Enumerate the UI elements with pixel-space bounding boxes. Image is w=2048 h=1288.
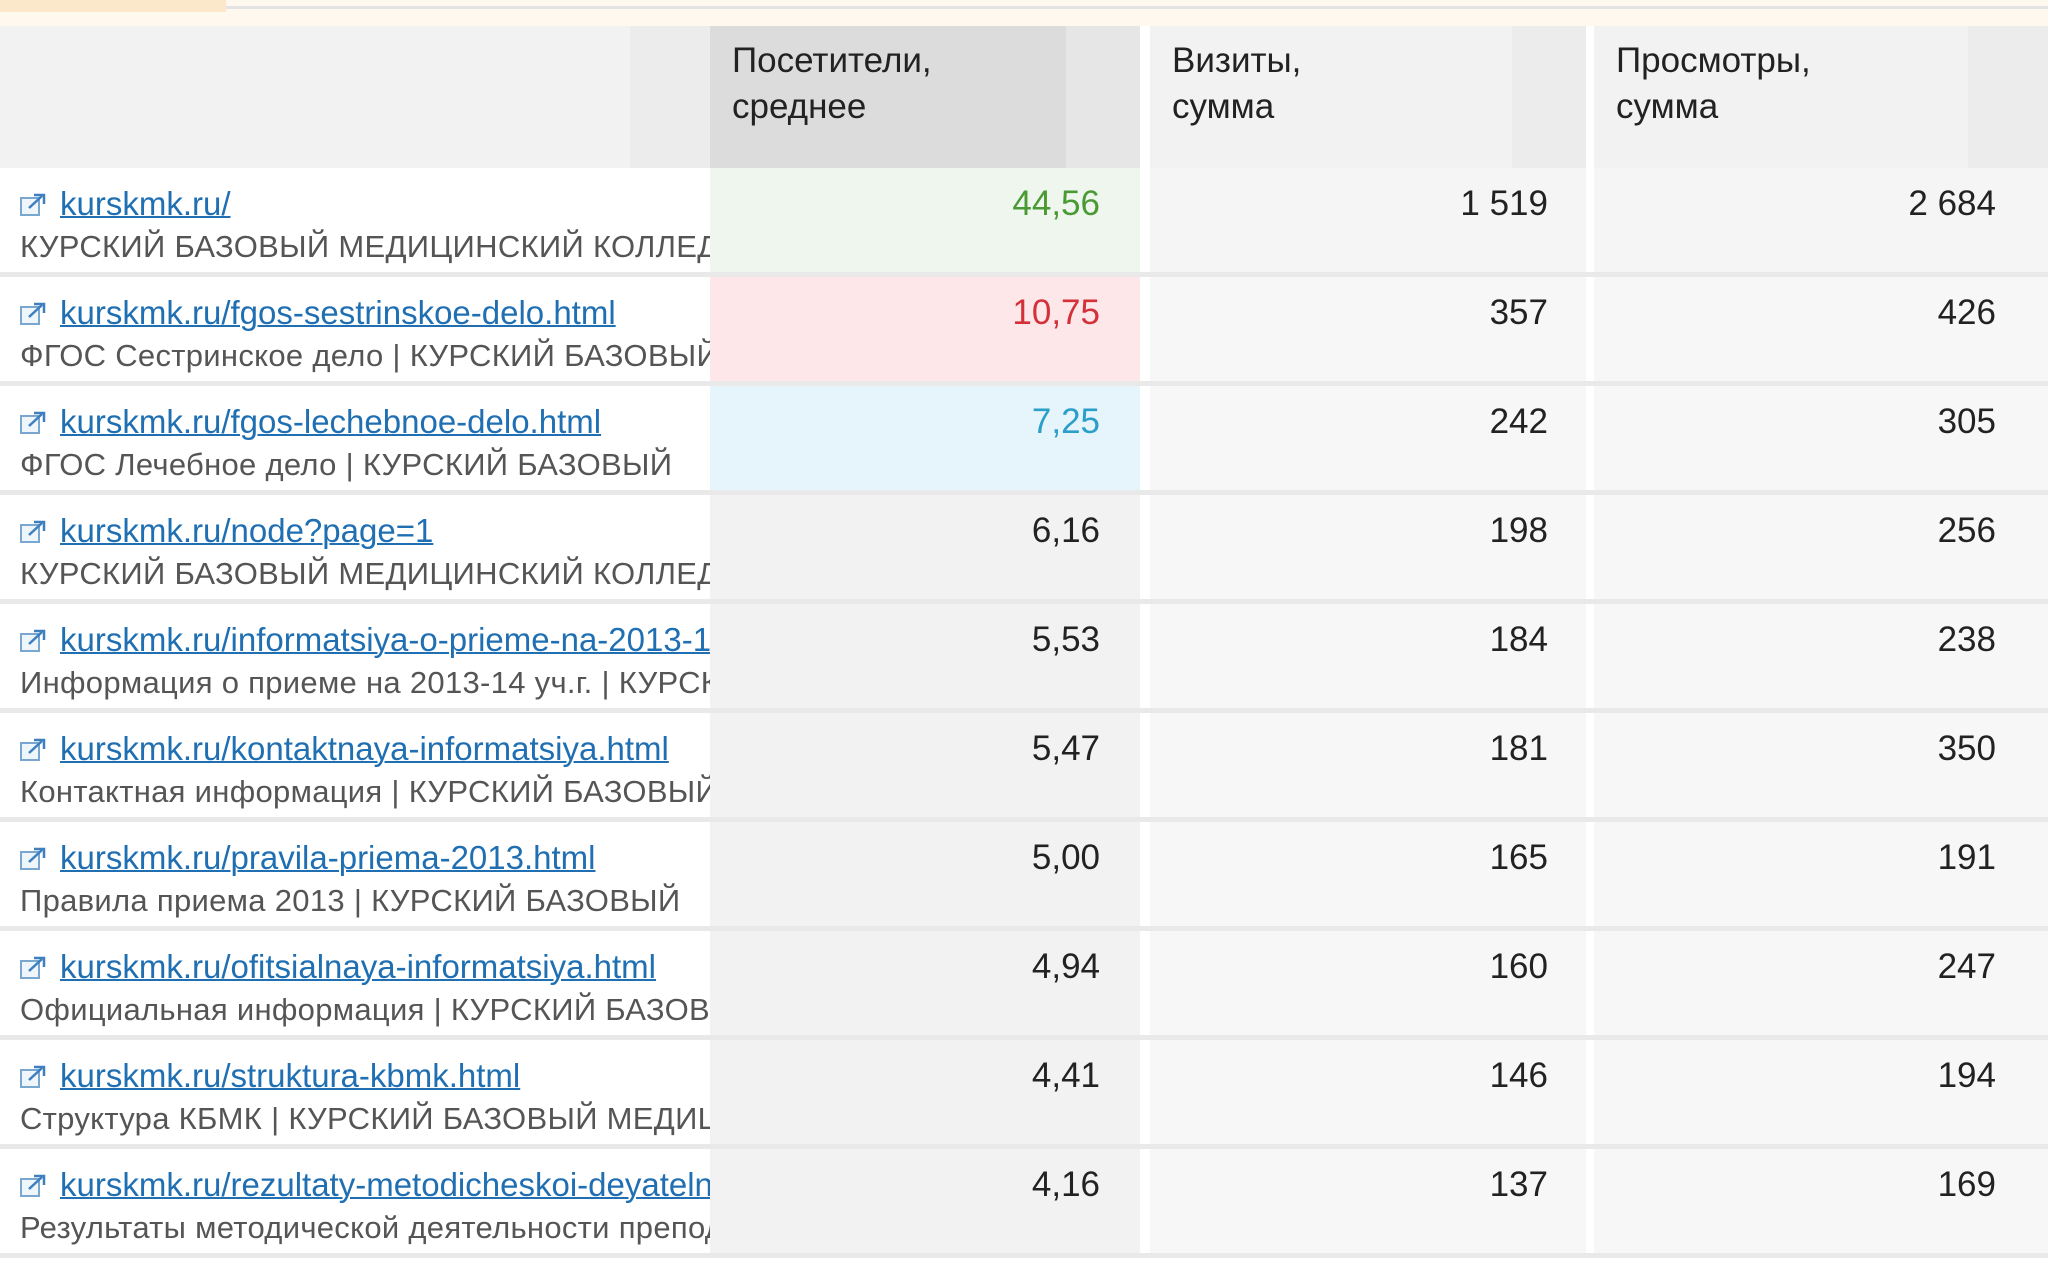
views-sum-value: 350: [1594, 713, 2048, 817]
page-url-link[interactable]: kurskmk.ru/ofitsialnaya-informatsiya.htm…: [60, 948, 656, 985]
page-cell: kurskmk.ru/fgos-sestrinskoe-delo.html ФГ…: [0, 277, 710, 381]
external-link-icon[interactable]: [20, 1174, 46, 1198]
external-link-icon[interactable]: [20, 520, 46, 544]
page-title: ФГОС Лечебное дело | КУРСКИЙ БАЗОВЫЙ: [20, 447, 673, 482]
report-table: Посетители, среднее Визиты, сумма Просмо…: [0, 26, 2048, 1258]
views-sum-value: 426: [1594, 277, 2048, 381]
page-title: Контактная информация | КУРСКИЙ БАЗОВЫЙ: [20, 774, 710, 809]
visits-sum-value: 181: [1150, 713, 1594, 817]
visitors-average-value: 4,16: [710, 1149, 1150, 1253]
page-title: КУРСКИЙ БАЗОВЫЙ МЕДИЦИНСКИЙ КОЛЛЕДЖ: [20, 229, 710, 264]
visitors-average-value: 5,53: [710, 604, 1150, 708]
views-sum-value: 194: [1594, 1040, 2048, 1144]
page-url-link[interactable]: kurskmk.ru/struktura-kbmk.html: [60, 1057, 521, 1094]
visitors-average-value: 5,00: [710, 822, 1150, 926]
external-link-icon[interactable]: [20, 411, 46, 435]
table-row: kurskmk.ru/ofitsialnaya-informatsiya.htm…: [0, 931, 2048, 1040]
visitors-average-value: 5,47: [710, 713, 1150, 817]
header-visits-sum[interactable]: Визиты, сумма: [1150, 26, 1594, 168]
visits-sum-value: 165: [1150, 822, 1594, 926]
visitors-average-value: 4,94: [710, 931, 1150, 1035]
page-url-link[interactable]: kurskmk.ru/node?page=1: [60, 512, 434, 549]
external-link-icon[interactable]: [20, 1065, 46, 1089]
table-row: kurskmk.ru/rezultaty-metodicheskoi-deyat…: [0, 1149, 2048, 1258]
page-url-link[interactable]: kurskmk.ru/pravila-priema-2013.html: [60, 839, 596, 876]
views-sum-value: 256: [1594, 495, 2048, 599]
page-cell: kurskmk.ru/informatsiya-o-prieme-na-2013…: [0, 604, 710, 708]
table-row: kurskmk.ru/node?page=1 КУРСКИЙ БАЗОВЫЙ М…: [0, 495, 2048, 604]
visits-sum-value: 160: [1150, 931, 1594, 1035]
page-title: Информация о приеме на 2013-14 уч.г. | К…: [20, 665, 710, 700]
page-cell: kurskmk.ru/rezultaty-metodicheskoi-deyat…: [0, 1149, 710, 1253]
page-cell: kurskmk.ru/fgos-lechebnoe-delo.html ФГОС…: [0, 386, 710, 490]
page-cell: kurskmk.ru/ofitsialnaya-informatsiya.htm…: [0, 931, 710, 1035]
visitors-average-value: 6,16: [710, 495, 1150, 599]
page-cell: kurskmk.ru/ КУРСКИЙ БАЗОВЫЙ МЕДИЦИНСКИЙ …: [0, 168, 710, 272]
visits-sum-value: 184: [1150, 604, 1594, 708]
views-sum-value: 305: [1594, 386, 2048, 490]
views-sum-value: 169: [1594, 1149, 2048, 1253]
views-sum-value: 238: [1594, 604, 2048, 708]
page-cell: kurskmk.ru/struktura-kbmk.html Структура…: [0, 1040, 710, 1144]
visitors-average-value: 44,56: [710, 168, 1150, 272]
external-link-icon[interactable]: [20, 193, 46, 217]
external-link-icon[interactable]: [20, 302, 46, 326]
table-row: kurskmk.ru/fgos-sestrinskoe-delo.html ФГ…: [0, 277, 2048, 386]
visits-sum-value: 242: [1150, 386, 1594, 490]
page-cell: kurskmk.ru/node?page=1 КУРСКИЙ БАЗОВЫЙ М…: [0, 495, 710, 599]
page-cell: kurskmk.ru/kontaktnaya-informatsiya.html…: [0, 713, 710, 817]
page-cell: kurskmk.ru/pravila-priema-2013.html Прав…: [0, 822, 710, 926]
header-visits-line2: сумма: [1172, 87, 1275, 126]
views-sum-value: 2 684: [1594, 168, 2048, 272]
visitors-average-value: 7,25: [710, 386, 1150, 490]
header-visitors-line2: среднее: [732, 87, 867, 126]
external-link-icon[interactable]: [20, 847, 46, 871]
external-link-icon[interactable]: [20, 629, 46, 653]
visits-sum-value: 1 519: [1150, 168, 1594, 272]
table-row: kurskmk.ru/fgos-lechebnoe-delo.html ФГОС…: [0, 386, 2048, 495]
external-link-icon[interactable]: [20, 738, 46, 762]
page-title: Результаты методической деятельности пре…: [20, 1210, 710, 1245]
visitors-average-value: 4,41: [710, 1040, 1150, 1144]
table-row: kurskmk.ru/struktura-kbmk.html Структура…: [0, 1040, 2048, 1149]
page-url-link[interactable]: kurskmk.ru/fgos-sestrinskoe-delo.html: [60, 294, 616, 331]
header-visitors-average[interactable]: Посетители, среднее: [710, 26, 1150, 168]
page-title: Правила приема 2013 | КУРСКИЙ БАЗОВЫЙ: [20, 883, 681, 918]
page-url-link[interactable]: kurskmk.ru/fgos-lechebnoe-delo.html: [60, 403, 602, 440]
header-visitors-line1: Посетители,: [732, 41, 932, 80]
table-body: kurskmk.ru/ КУРСКИЙ БАЗОВЫЙ МЕДИЦИНСКИЙ …: [0, 168, 2048, 1258]
header-views-sum[interactable]: Просмотры, сумма: [1594, 26, 2048, 168]
visits-sum-value: 137: [1150, 1149, 1594, 1253]
visits-sum-value: 357: [1150, 277, 1594, 381]
page-title: Официальная информация | КУРСКИЙ БАЗОВЫЙ: [20, 992, 710, 1027]
table-row: kurskmk.ru/informatsiya-o-prieme-na-2013…: [0, 604, 2048, 713]
visits-sum-value: 146: [1150, 1040, 1594, 1144]
page-url-link[interactable]: kurskmk.ru/informatsiya-o-prieme-na-2013…: [60, 621, 710, 658]
table-row: kurskmk.ru/kontaktnaya-informatsiya.html…: [0, 713, 2048, 822]
views-sum-value: 247: [1594, 931, 2048, 1035]
page-url-link[interactable]: kurskmk.ru/: [60, 185, 231, 222]
visitors-average-value: 10,75: [710, 277, 1150, 381]
header-views-line2: сумма: [1616, 87, 1719, 126]
views-sum-value: 191: [1594, 822, 2048, 926]
top-divider: [226, 6, 2048, 9]
top-bar: [0, 0, 2048, 26]
top-tab-strip: [0, 0, 226, 12]
table-row: kurskmk.ru/pravila-priema-2013.html Прав…: [0, 822, 2048, 931]
header-views-line1: Просмотры,: [1616, 41, 1811, 80]
page-title: ФГОС Сестринское дело | КУРСКИЙ БАЗОВЫЙ: [20, 338, 710, 373]
header-visits-line1: Визиты,: [1172, 41, 1302, 80]
page-url-link[interactable]: kurskmk.ru/rezultaty-metodicheskoi-deyat…: [60, 1166, 710, 1203]
header-page-column: [0, 26, 710, 168]
page-title: КУРСКИЙ БАЗОВЫЙ МЕДИЦИНСКИЙ КОЛЛЕДЖ: [20, 556, 710, 591]
table-header: Посетители, среднее Визиты, сумма Просмо…: [0, 26, 2048, 168]
table-row: kurskmk.ru/ КУРСКИЙ БАЗОВЫЙ МЕДИЦИНСКИЙ …: [0, 168, 2048, 277]
external-link-icon[interactable]: [20, 956, 46, 980]
visits-sum-value: 198: [1150, 495, 1594, 599]
page-url-link[interactable]: kurskmk.ru/kontaktnaya-informatsiya.html: [60, 730, 669, 767]
page-title: Структура КБМК | КУРСКИЙ БАЗОВЫЙ МЕДИЦИН…: [20, 1101, 710, 1136]
